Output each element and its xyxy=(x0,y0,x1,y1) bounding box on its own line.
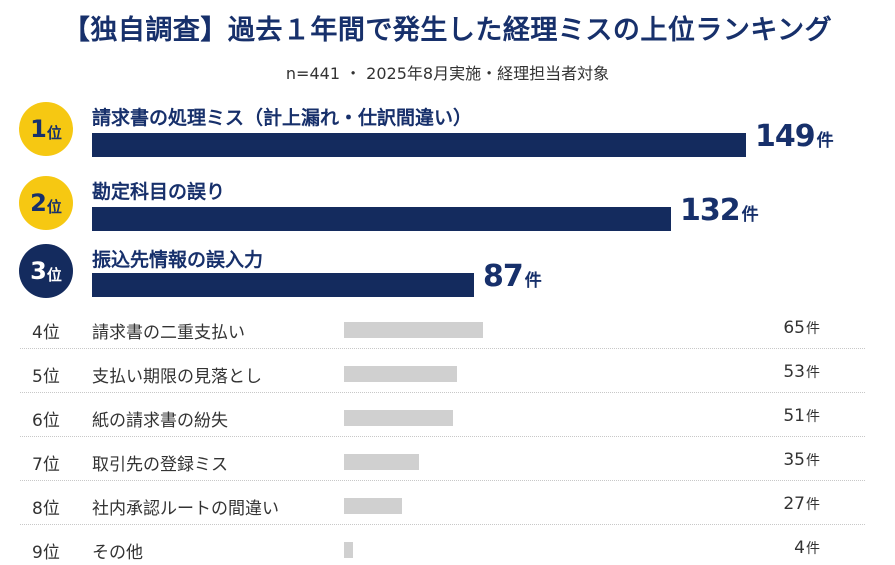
category-label: 社内承認ルートの間違い xyxy=(92,499,279,519)
value-number: 35 xyxy=(783,450,805,470)
row-divider xyxy=(20,480,865,481)
value-number: 87 xyxy=(483,259,524,294)
rank-suffix: 位 xyxy=(46,197,62,216)
value-unit: 件 xyxy=(806,409,820,425)
category-label: その他 xyxy=(92,543,143,563)
rank-number: 2 xyxy=(30,189,47,217)
value-number: 53 xyxy=(783,362,805,382)
rank-label: 6位 xyxy=(32,411,60,431)
category-label: 支払い期限の見落とし xyxy=(92,367,262,387)
chart-subtitle: n=441 ・ 2025年8月実施・経理担当者対象 xyxy=(285,64,610,83)
bar-rank-4 xyxy=(344,322,483,338)
row-divider xyxy=(20,436,865,437)
rank-number: 1 xyxy=(30,115,47,143)
category-label: 請求書の二重支払い xyxy=(92,323,245,343)
value-label: 53件 xyxy=(783,362,820,382)
value-label: 51件 xyxy=(783,406,820,426)
value-unit: 件 xyxy=(806,497,820,513)
value-label: 132 件 xyxy=(680,193,759,228)
value-number: 65 xyxy=(783,318,805,338)
value-label: 4件 xyxy=(794,538,820,558)
value-unit: 件 xyxy=(806,453,820,469)
row-divider xyxy=(20,348,865,349)
category-label: 紙の請求書の紛失 xyxy=(92,411,228,431)
rank-number: 3 xyxy=(30,257,47,285)
category-label: 取引先の登録ミス xyxy=(92,455,228,475)
bar-rank-1 xyxy=(92,133,746,157)
category-label: 勘定科目の誤り xyxy=(92,181,226,203)
bar-rank-2 xyxy=(92,207,671,231)
rank-label: 9位 xyxy=(32,543,60,563)
row-divider xyxy=(20,524,865,525)
category-label: 請求書の処理ミス（計上漏れ・仕訳間違い） xyxy=(92,107,473,129)
rank-suffix: 位 xyxy=(46,123,62,142)
value-label: 27件 xyxy=(783,494,820,514)
rank-label: 4位 xyxy=(32,323,60,343)
bar-rank-8 xyxy=(344,498,402,514)
bar-rank-9 xyxy=(344,542,353,558)
rank-label: 7位 xyxy=(32,455,60,475)
value-label: 87 件 xyxy=(483,259,542,294)
row-divider xyxy=(20,392,865,393)
value-label: 35件 xyxy=(783,450,820,470)
value-unit: 件 xyxy=(806,321,820,337)
value-label: 149 件 xyxy=(755,119,834,154)
value-unit: 件 xyxy=(524,271,542,291)
value-number: 132 xyxy=(680,193,741,228)
rank-suffix: 位 xyxy=(46,265,62,284)
value-number: 27 xyxy=(783,494,805,514)
value-unit: 件 xyxy=(806,365,820,381)
bar-rank-5 xyxy=(344,366,457,382)
value-label: 65件 xyxy=(783,318,820,338)
category-label: 振込先情報の誤入力 xyxy=(92,249,264,271)
rank-label: 8位 xyxy=(32,499,60,519)
value-unit: 件 xyxy=(741,205,759,225)
value-unit: 件 xyxy=(816,131,834,151)
value-number: 4 xyxy=(794,538,805,558)
bar-rank-7 xyxy=(344,454,419,470)
page-title: 【独自調査】過去１年間で発生した経理ミスの上位ランキング xyxy=(62,15,833,46)
rank-label: 5位 xyxy=(32,367,60,387)
value-unit: 件 xyxy=(806,541,820,557)
value-number: 51 xyxy=(783,406,805,426)
bar-rank-6 xyxy=(344,410,453,426)
bar-rank-3 xyxy=(92,273,474,297)
value-number: 149 xyxy=(755,119,816,154)
